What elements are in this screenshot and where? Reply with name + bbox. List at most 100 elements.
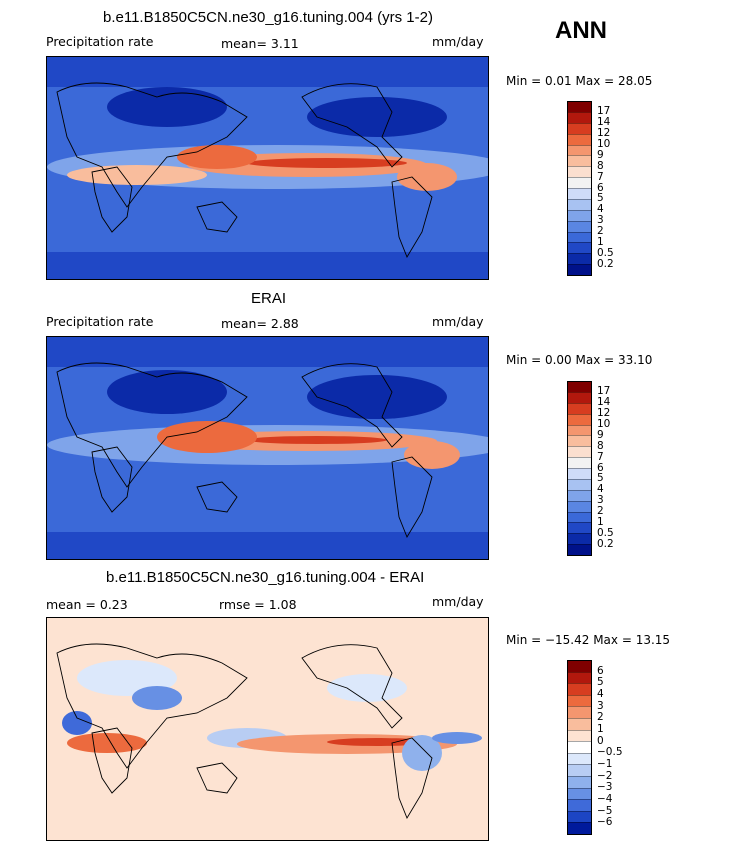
panel2-colorbar-label: 3 [597, 494, 604, 507]
panel1-colorbar-label: 3 [597, 214, 604, 227]
panel2-colorbar-swatch [568, 478, 591, 490]
panel3-colorbar-label: 5 [597, 676, 604, 689]
panel1-colorbar-swatch [568, 122, 591, 134]
panel2-colorbar-label: 14 [597, 395, 611, 408]
panel3-colorbar-swatch [568, 775, 591, 788]
panel1-colorbar-swatch [568, 133, 591, 145]
panel2-colorbar-label: 9 [597, 428, 604, 441]
panel2-colorbar-label: 6 [597, 461, 604, 474]
panel2-colorbar-label: 8 [597, 439, 604, 452]
panel2-colorbar-swatch [568, 544, 591, 555]
panel2-colorbar-label: 0.2 [597, 538, 614, 551]
panel3-colorbar-label: 2 [597, 711, 604, 724]
panel3-colorbar-label: −0.5 [597, 746, 623, 759]
panel2-colorbar-swatch [568, 468, 591, 479]
panel3-colorbar-swatch [568, 671, 591, 684]
panel3-colorbar-swatch [568, 799, 591, 811]
panel3-colorbar-label: −6 [597, 816, 613, 829]
panel2-colorbar-swatch [568, 424, 591, 436]
panel3-colorbar-swatch [568, 810, 591, 823]
panel3-mean-label: mean = 0.23 [46, 597, 128, 612]
panel2-colorbar-swatch [568, 500, 591, 512]
panel1-colorbar-swatch [568, 264, 591, 275]
panel3-colorbar-swatch [568, 729, 591, 742]
panel2-map [46, 336, 489, 560]
panel1-colorbar-label: 12 [597, 126, 611, 139]
panel2-colorbar-label: 5 [597, 472, 604, 485]
panel2-colorbar-label: 12 [597, 406, 611, 419]
panel1-colorbar-label: 8 [597, 159, 604, 172]
panel1-colorbar-swatch [568, 188, 591, 199]
panel3-map-graphic [47, 618, 488, 840]
panel1-colorbar-swatch [568, 198, 591, 210]
panel2-colorbar-swatch [568, 511, 591, 523]
panel3-colorbar-label: −3 [597, 781, 613, 794]
panel2-colorbar-label: 2 [597, 505, 604, 518]
panel3-colorbar-swatch [568, 752, 591, 765]
season-label: ANN [555, 17, 607, 44]
panel1-colorbar-label: 1 [597, 236, 604, 249]
panel1-colorbar [567, 101, 592, 276]
panel3-rmse-label: rmse = 1.08 [219, 597, 297, 612]
panel2-colorbar-label: 1 [597, 516, 604, 529]
panel3-colorbar-swatch [568, 694, 591, 707]
panel1-colorbar-label: 10 [597, 137, 611, 150]
panel3-units-label: mm/day [432, 594, 484, 609]
panel2-colorbar-swatch [568, 435, 591, 447]
panel3-colorbar [567, 660, 592, 835]
panel1-colorbar-swatch [568, 111, 591, 123]
panel3-colorbar-swatch [568, 683, 591, 695]
panel2-colorbar-label: 7 [597, 450, 604, 463]
panel2-colorbar-swatch [568, 522, 591, 534]
panel2-colorbar-label: 10 [597, 417, 611, 430]
panel2-title: ERAI [251, 290, 287, 307]
panel1-colorbar-label: 6 [597, 181, 604, 194]
panel2-colorbar-swatch [568, 457, 591, 468]
panel3-colorbar-swatch [568, 741, 591, 753]
panel3-colorbar-label: 6 [597, 664, 604, 677]
panel1-colorbar-label: 0.2 [597, 258, 614, 271]
panel2-colorbar-label: 17 [597, 384, 611, 397]
panel2-mean-label: mean= 2.88 [221, 316, 299, 331]
panel3-colorbar-label: −4 [597, 793, 613, 805]
panel1-colorbar-label: 7 [597, 170, 604, 183]
panel2-colorbar-swatch [568, 489, 591, 501]
panel1-mean-label: mean= 3.11 [221, 36, 299, 51]
panel3-colorbar-label: −2 [597, 769, 613, 782]
panel2-colorbar-swatch [568, 391, 591, 403]
panel3-colorbar-label: −5 [597, 804, 613, 817]
panel1-colorbar-label: 5 [597, 192, 604, 205]
panel1-colorbar-label: 17 [597, 104, 611, 117]
panel1-map [46, 56, 489, 280]
panel2-colorbar-swatch [568, 533, 591, 545]
panel1-colorbar-swatch [568, 144, 591, 156]
panel1-field-label: Precipitation rate [46, 34, 154, 49]
panel3-map [46, 617, 489, 841]
panel2-units-label: mm/day [432, 314, 484, 329]
panel1-colorbar-swatch [568, 166, 591, 178]
panel3-colorbar-swatch [568, 661, 591, 672]
panel1-colorbar-label: 14 [597, 115, 611, 128]
panel2-colorbar-swatch [568, 382, 591, 392]
panel1-title: b.e11.B1850C5CN.ne30_g16.tuning.004 (yrs… [103, 9, 433, 26]
panel1-map-graphic [47, 57, 488, 279]
panel3-colorbar-swatch [568, 706, 591, 718]
panel1-colorbar-swatch [568, 231, 591, 243]
panel3-colorbar-label: 0 [597, 734, 604, 747]
panel1-units-label: mm/day [432, 34, 484, 49]
panel2-colorbar-label: 4 [597, 483, 604, 496]
panel3-colorbar-swatch [568, 822, 591, 834]
panel2-map-graphic [47, 337, 488, 559]
panel3-minmax: Min = −15.42 Max = 13.15 [506, 633, 671, 647]
panel1-colorbar-label: 4 [597, 203, 604, 216]
panel3-colorbar-label: 4 [597, 688, 604, 700]
panel1-colorbar-label: 9 [597, 148, 604, 161]
panel2-field-label: Precipitation rate [46, 314, 154, 329]
panel1-colorbar-swatch [568, 220, 591, 232]
panel1-colorbar-label: 2 [597, 225, 604, 238]
panel2-colorbar-swatch [568, 413, 591, 425]
panel1-colorbar-label: 0.5 [597, 247, 614, 260]
panel2-colorbar-label: 0.5 [597, 527, 614, 540]
panel1-minmax: Min = 0.01 Max = 28.05 [506, 74, 653, 88]
panel1-colorbar-swatch [568, 155, 591, 167]
